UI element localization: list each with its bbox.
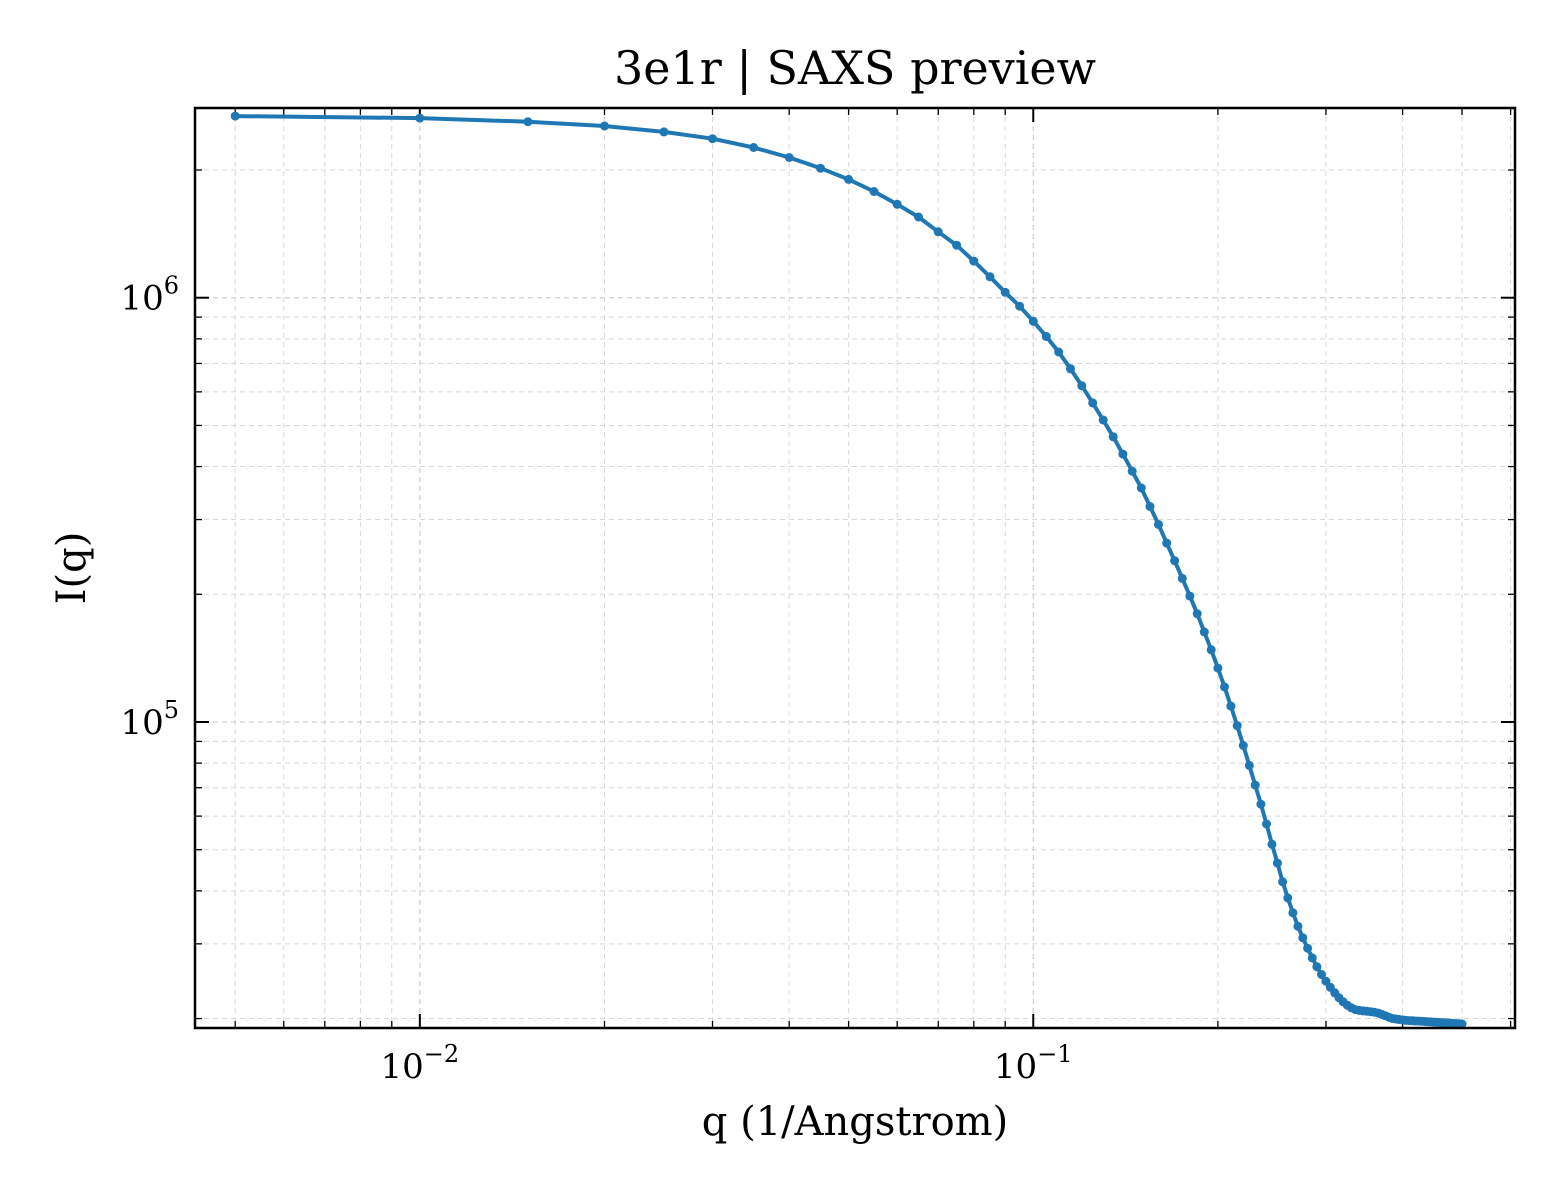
data-point xyxy=(1213,663,1223,673)
data-point xyxy=(1136,483,1146,493)
data-series xyxy=(230,111,1467,1029)
data-point xyxy=(1238,741,1248,750)
tick-labels: 10−2 10−1 105 106 xyxy=(120,272,1072,1087)
data-point xyxy=(1312,962,1322,972)
x-axis-label: q (1/Angstrom) xyxy=(702,1099,1008,1145)
data-point xyxy=(1226,701,1236,711)
data-point xyxy=(1272,858,1282,868)
data-point xyxy=(1199,627,1209,637)
data-point xyxy=(1066,364,1075,374)
data-point xyxy=(1108,432,1118,442)
data-point xyxy=(1244,760,1254,770)
data-point xyxy=(1028,316,1038,326)
data-point xyxy=(869,187,879,196)
chart-title: 3e1r | SAXS preview xyxy=(614,41,1096,95)
data-point xyxy=(985,272,995,282)
data-point xyxy=(659,127,669,137)
data-point xyxy=(914,212,923,222)
grid xyxy=(195,108,1515,1028)
data-point xyxy=(1192,609,1202,619)
y-axis-label: I(q) xyxy=(49,532,95,605)
data-point xyxy=(1185,591,1195,601)
data-point xyxy=(1015,301,1025,311)
data-point xyxy=(1145,502,1155,511)
data-point xyxy=(933,227,943,237)
data-point xyxy=(749,143,759,152)
data-point xyxy=(1177,573,1187,583)
data-point xyxy=(816,163,825,173)
data-point xyxy=(1077,381,1087,391)
x-tick-label: 10−1 xyxy=(994,1040,1073,1087)
data-point xyxy=(1267,839,1277,849)
data-point xyxy=(1288,908,1298,918)
data-point xyxy=(230,111,240,121)
data-point xyxy=(1457,1019,1467,1029)
data-point xyxy=(1232,721,1242,731)
data-point xyxy=(1278,877,1288,887)
data-point xyxy=(708,134,717,144)
data-point xyxy=(523,117,533,127)
x-tick-label: 10−2 xyxy=(381,1040,460,1087)
data-point xyxy=(1206,645,1216,655)
data-point xyxy=(1317,970,1326,979)
data-point xyxy=(1000,287,1010,297)
y-tick-label: 105 xyxy=(120,696,179,743)
data-point xyxy=(1220,682,1229,692)
data-point xyxy=(1098,415,1108,425)
data-point xyxy=(1054,347,1064,357)
plot-frame xyxy=(193,106,1517,1030)
data-point xyxy=(1262,819,1271,829)
data-point xyxy=(1162,538,1172,548)
y-tick-label: 106 xyxy=(120,272,179,319)
data-point xyxy=(952,240,962,250)
data-point xyxy=(784,153,794,162)
data-point xyxy=(1307,953,1317,963)
data-point xyxy=(892,199,902,209)
data-point xyxy=(1256,799,1266,809)
data-point xyxy=(969,256,979,266)
data-point xyxy=(1118,449,1128,459)
data-point xyxy=(1293,921,1303,931)
data-point xyxy=(1303,943,1313,953)
data-point xyxy=(1041,332,1051,341)
data-point xyxy=(1250,780,1260,790)
data-point xyxy=(1170,556,1180,566)
data-point xyxy=(1283,893,1293,903)
data-point xyxy=(1154,520,1163,529)
data-point xyxy=(1088,398,1098,408)
data-point xyxy=(1298,933,1308,943)
data-point xyxy=(844,174,854,184)
data-point xyxy=(600,121,609,131)
data-point xyxy=(1127,466,1137,476)
data-point xyxy=(415,113,425,123)
